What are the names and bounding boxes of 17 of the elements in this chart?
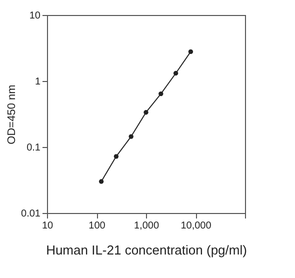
y-tick-label: 10 <box>29 10 41 22</box>
point <box>98 179 104 184</box>
point <box>144 110 148 115</box>
x-tick-label: 10 <box>42 220 54 232</box>
y-tick-label: 1 <box>34 76 41 88</box>
x-tick-label: 100 <box>88 220 106 232</box>
point <box>114 154 119 159</box>
x-tick-label: 10,000 <box>180 220 212 232</box>
x-tick-label: 1,000 <box>134 220 160 232</box>
point <box>158 91 164 96</box>
point <box>128 134 134 139</box>
x-axis-title: Human IL-21 concentration (pg/ml) <box>46 242 247 258</box>
y-tick-label: 0.1 <box>26 142 41 154</box>
y-axis-title: OD=450 nm <box>6 84 18 144</box>
point <box>173 70 178 76</box>
point <box>188 49 194 54</box>
y-tick-label: 0.01 <box>21 208 41 220</box>
